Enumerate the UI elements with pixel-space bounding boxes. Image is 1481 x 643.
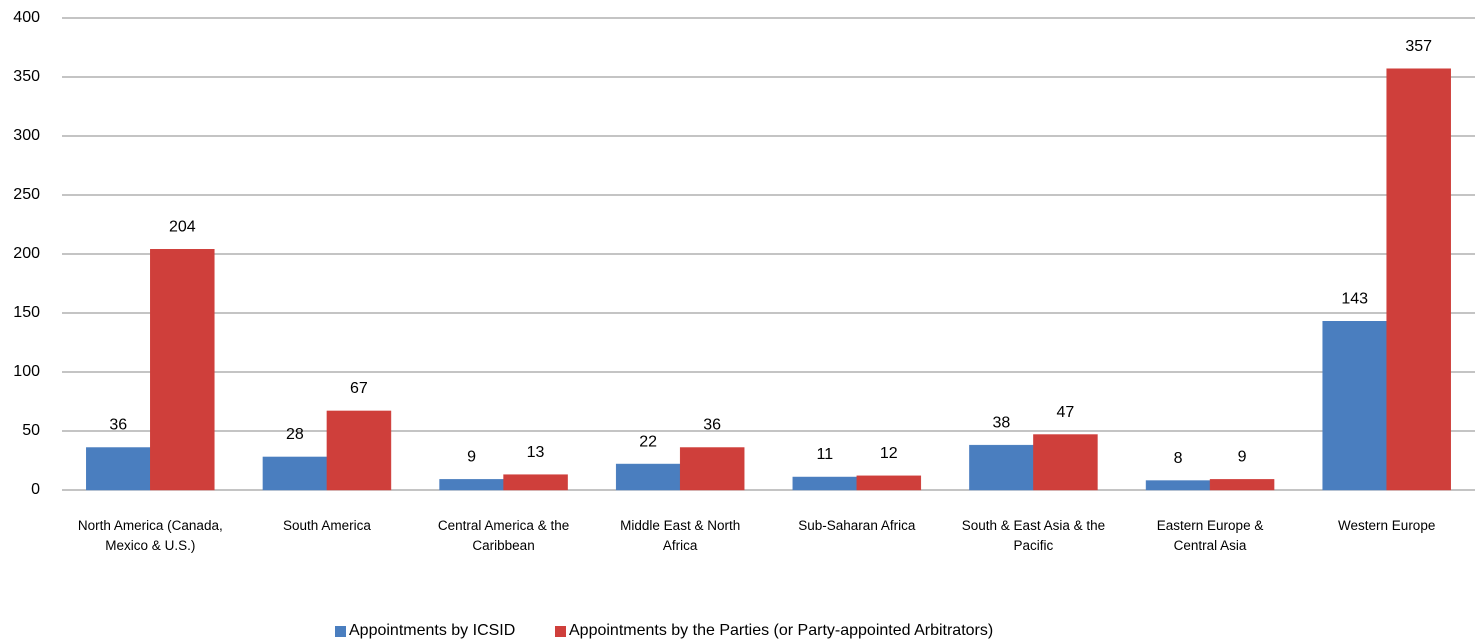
bar	[1322, 321, 1387, 491]
data-label: 22	[639, 433, 657, 450]
data-label: 357	[1405, 38, 1432, 55]
data-label: 12	[880, 445, 898, 462]
legend-swatch	[335, 625, 346, 637]
data-label: 28	[286, 426, 304, 443]
y-tick-label: 400	[13, 9, 40, 26]
x-tick-label: South & East Asia & the Pacific	[961, 518, 1106, 553]
bar	[86, 447, 151, 491]
bar	[1145, 480, 1211, 491]
x-tick-label: Eastern Europe & Central Asia	[1156, 518, 1264, 553]
y-tick-label: 300	[13, 127, 40, 144]
y-tick-label: 200	[13, 245, 40, 262]
y-tick-label: 0	[31, 481, 40, 498]
bar	[615, 463, 681, 491]
data-label: 47	[1057, 404, 1075, 421]
data-label: 38	[993, 414, 1011, 431]
legend-label: Appointments by ICSID	[349, 622, 516, 639]
y-tick-label: 50	[22, 422, 40, 439]
x-tick-label: Central America & the Caribbean	[437, 518, 570, 553]
bar	[679, 447, 745, 491]
bar	[792, 476, 858, 491]
bar	[150, 249, 215, 491]
legend-item: Appointments by the Parties (or Party-ap…	[555, 622, 993, 640]
data-label: 143	[1341, 290, 1368, 307]
x-tick-label: South America	[283, 518, 371, 533]
data-label: 11	[817, 446, 834, 463]
bar	[262, 456, 328, 491]
bar	[969, 444, 1034, 491]
data-label: 36	[703, 417, 721, 434]
bar	[1209, 479, 1275, 491]
x-tick-label: Middle East & North Africa	[620, 518, 741, 553]
x-tick-label: North America (Canada, Mexico & U.S.)	[77, 518, 223, 553]
legend-item: Appointments by ICSID	[335, 622, 515, 640]
x-tick-label: Sub-Saharan Africa	[798, 518, 916, 533]
data-label: 9	[1238, 449, 1247, 466]
bar	[326, 410, 392, 491]
bar	[1033, 434, 1098, 491]
bar	[439, 479, 504, 491]
data-label: 13	[527, 444, 545, 461]
data-label: 67	[350, 380, 368, 397]
y-tick-label: 150	[13, 304, 40, 321]
data-label: 204	[169, 218, 196, 235]
data-label: 8	[1174, 450, 1183, 467]
legend-label: Appointments by the Parties (or Party-ap…	[569, 622, 994, 639]
bar	[1386, 68, 1451, 491]
x-tick-label: Western Europe	[1338, 518, 1436, 533]
y-tick-label: 250	[13, 186, 40, 203]
data-label: 9	[467, 449, 476, 466]
data-label: 36	[109, 417, 127, 434]
y-tick-label: 100	[13, 363, 40, 380]
bar	[503, 474, 568, 491]
legend-swatch	[555, 625, 566, 637]
bar	[856, 475, 922, 491]
y-tick-label: 350	[13, 68, 40, 85]
